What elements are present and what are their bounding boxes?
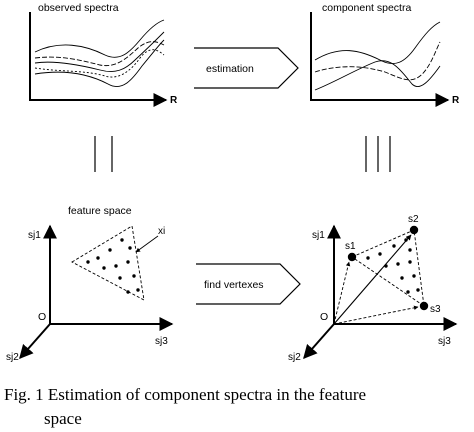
vertex-axis-sj2 xyxy=(303,323,335,360)
vertex-triangle xyxy=(351,229,425,307)
feature-point xyxy=(132,274,136,278)
vertex-point xyxy=(416,288,420,292)
observed-curve-4 xyxy=(34,49,165,78)
observed-curve-1 xyxy=(34,19,165,58)
feature-point xyxy=(114,264,118,268)
component-curve-2 xyxy=(314,41,441,81)
feature-points xyxy=(86,238,140,294)
vertex-point xyxy=(406,290,410,294)
feature-axis-sj2-label: sj2 xyxy=(6,352,19,363)
feature-point-label: xi xyxy=(158,226,165,237)
vertex-point xyxy=(396,262,400,266)
vertex-s3-marker xyxy=(419,301,429,311)
vertex-point xyxy=(412,274,416,278)
vertex-s2-label: s2 xyxy=(408,214,419,225)
feature-point xyxy=(108,248,112,252)
feature-point xyxy=(118,276,122,280)
observed-axis-label: R xyxy=(170,95,178,106)
feature-space-title: feature space xyxy=(68,205,132,217)
vertex-axis-sj3-label: sj3 xyxy=(438,336,451,347)
vertex-vector-s3 xyxy=(333,305,419,325)
vertex-s1-marker xyxy=(347,252,357,262)
feature-axis-sj3-label: sj3 xyxy=(155,336,168,347)
component-axis-label: R xyxy=(452,95,460,106)
estimation-arrow: estimation xyxy=(194,47,299,89)
observed-curve-5 xyxy=(34,39,165,87)
vertex-point xyxy=(408,260,412,264)
feature-axis-sj1-label: sj1 xyxy=(28,230,41,241)
vertex-axis-sj2-label: sj2 xyxy=(288,352,301,363)
feature-triangle xyxy=(71,225,145,301)
feature-point xyxy=(126,290,130,294)
feature-space-panel: feature space sj1 sj3 sj2 O xi xyxy=(6,205,174,363)
feature-point xyxy=(96,256,100,260)
feature-axis-sj2 xyxy=(19,323,51,360)
feature-origin-label: O xyxy=(38,311,46,323)
vertex-vector-s2 xyxy=(333,234,412,325)
equality-markers xyxy=(94,136,391,172)
vertex-axis-sj1-label: sj1 xyxy=(312,230,325,241)
find-vertexes-arrow-shape xyxy=(196,263,301,305)
vertex-point xyxy=(408,248,412,252)
feature-point xyxy=(102,266,106,270)
vertex-space-panel: sj1 sj3 sj2 O s1 s2 s3 xyxy=(288,214,458,363)
find-vertexes-label: find vertexes xyxy=(204,279,264,291)
estimation-arrow-shape xyxy=(194,47,299,89)
vertex-s1-label: s1 xyxy=(345,241,356,252)
vertex-vector-s1 xyxy=(333,261,351,325)
vertex-point xyxy=(378,252,382,256)
feature-point xyxy=(86,260,90,264)
component-spectra-title: component spectra xyxy=(322,2,411,14)
observed-spectra-panel: observed spectra R xyxy=(29,2,178,107)
component-spectra-panel: component spectra R xyxy=(310,2,460,107)
feature-point xyxy=(126,260,130,264)
feature-point xyxy=(136,288,140,292)
vertex-point xyxy=(400,276,404,280)
observed-curve-2 xyxy=(34,41,165,67)
feature-point xyxy=(120,238,124,242)
observed-curve-3 xyxy=(34,31,165,72)
find-vertexes-arrow: find vertexes xyxy=(196,263,301,305)
component-curve-1 xyxy=(314,21,441,64)
observed-spectra-title: observed spectra xyxy=(38,2,119,14)
feature-point-pointer xyxy=(135,235,159,253)
vertex-s3-label: s3 xyxy=(430,304,441,315)
vertex-s2-marker xyxy=(409,225,419,235)
vertex-point xyxy=(366,256,370,260)
estimation-label: estimation xyxy=(206,63,254,75)
caption-line-2: space xyxy=(44,409,82,428)
feature-point xyxy=(128,246,132,250)
component-curve-3 xyxy=(314,60,441,91)
caption-line-1: Fig. 1 Estimation of component spectra i… xyxy=(4,385,366,404)
vertex-point xyxy=(392,244,396,248)
figure-caption: Fig. 1 Estimation of component spectra i… xyxy=(4,385,366,428)
vertex-origin-label: O xyxy=(320,311,328,323)
